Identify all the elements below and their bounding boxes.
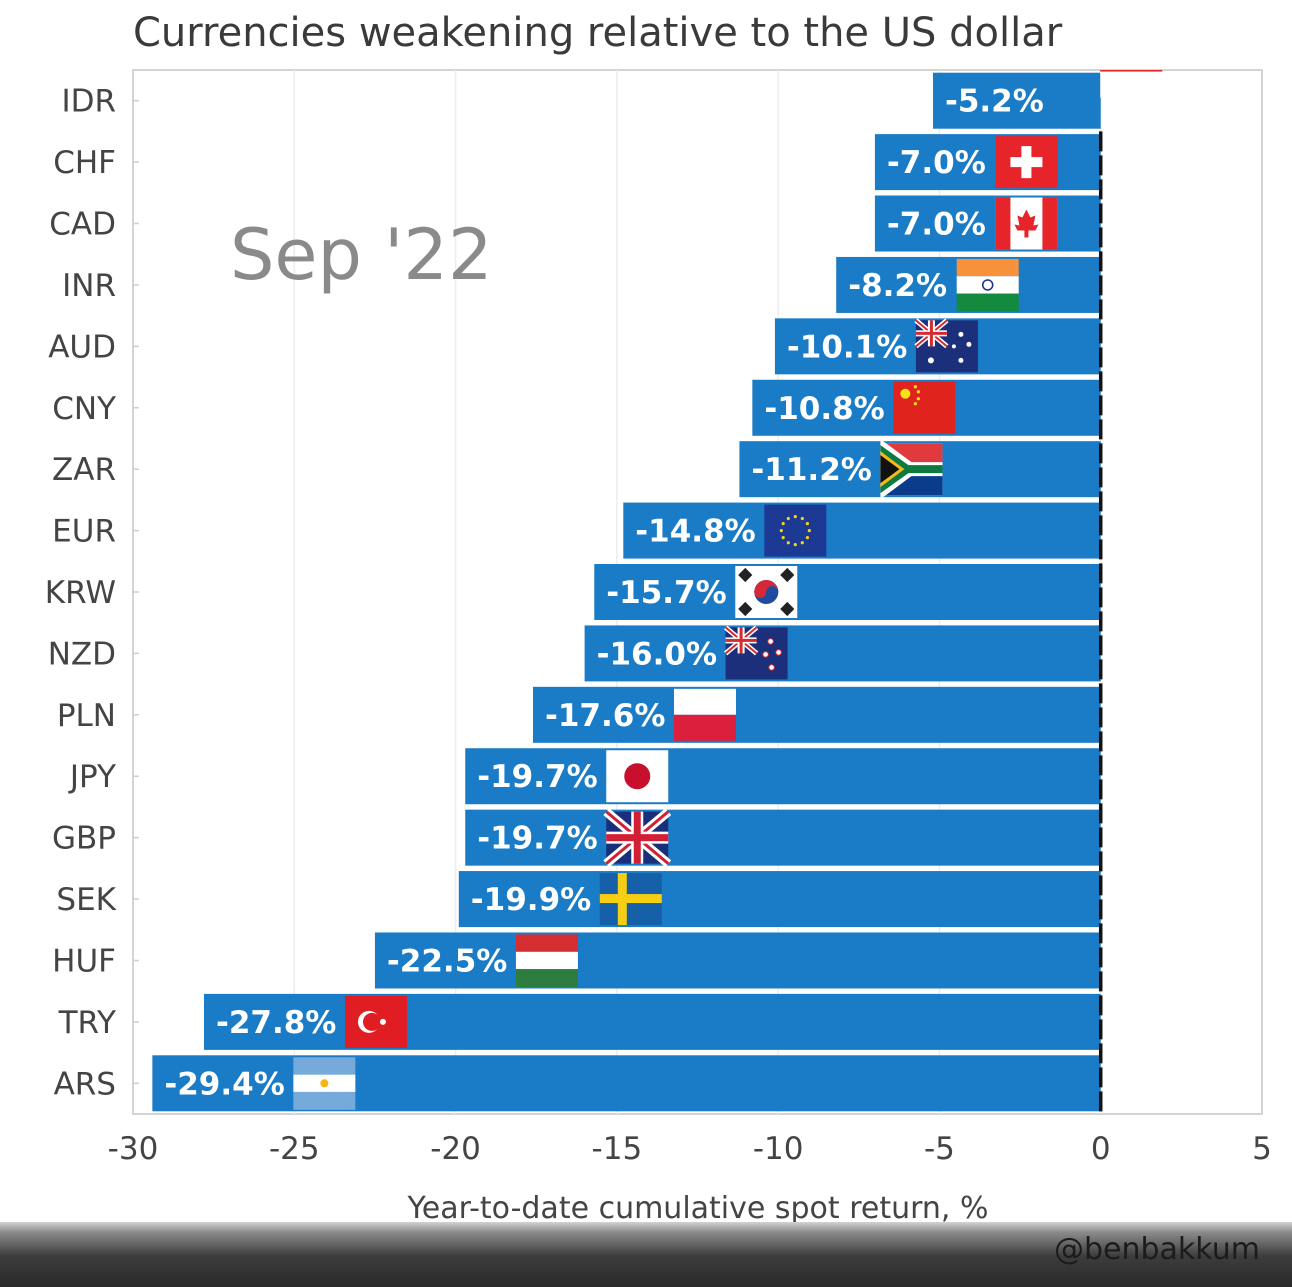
value-label-ars: -29.4% bbox=[164, 1066, 284, 1102]
bar-huf bbox=[374, 932, 1101, 989]
flag-poland-icon bbox=[673, 688, 736, 741]
category-label-try: TRY bbox=[58, 1005, 116, 1041]
x-tick-label: 5 bbox=[1252, 1131, 1272, 1167]
flag-hungary-icon bbox=[515, 934, 578, 987]
value-label-chf: -7.0% bbox=[887, 145, 986, 181]
x-tick-label: -20 bbox=[430, 1131, 481, 1167]
flag-argentina-icon bbox=[293, 1057, 356, 1110]
bar-sek bbox=[458, 871, 1101, 928]
category-label-idr: IDR bbox=[61, 84, 116, 120]
bar-cad bbox=[874, 195, 1101, 252]
flag-indonesia-wrap bbox=[1100, 70, 1163, 98]
x-tick-label: -25 bbox=[269, 1131, 320, 1167]
category-label-cad: CAD bbox=[49, 207, 116, 243]
chart-title: Currencies weakening relative to the US … bbox=[133, 10, 1063, 56]
category-label-huf: HUF bbox=[52, 943, 116, 979]
category-label-nzd: NZD bbox=[48, 636, 116, 672]
category-label-gbp: GBP bbox=[52, 821, 116, 857]
category-label-cny: CNY bbox=[52, 391, 116, 427]
x-tick-label: -5 bbox=[924, 1131, 955, 1167]
bar-pln bbox=[532, 686, 1101, 743]
flag-uk-icon bbox=[603, 808, 672, 868]
x-axis-title: Year-to-date cumulative spot return, % bbox=[406, 1191, 988, 1226]
value-label-aud: -10.1% bbox=[787, 329, 907, 365]
value-label-eur: -14.8% bbox=[635, 514, 755, 550]
credit-handle: @benbakkum bbox=[1053, 1232, 1260, 1267]
value-label-jpy: -19.7% bbox=[477, 759, 597, 795]
flag-south-korea-icon bbox=[735, 566, 798, 618]
flag-australia-icon bbox=[914, 318, 978, 373]
bar-jpy bbox=[465, 748, 1101, 805]
bar-gbp bbox=[465, 809, 1101, 866]
value-label-try: -27.8% bbox=[216, 1005, 336, 1041]
value-label-idr: -5.2% bbox=[945, 84, 1044, 120]
category-label-zar: ZAR bbox=[52, 452, 116, 488]
value-labels-group: -5.2% -7.0% -7.0% -8.2% -10.1% -10.8% -11.2% -1… bbox=[164, 84, 1043, 1103]
footer-bar: @benbakkum bbox=[0, 1222, 1292, 1287]
flag-new-zealand-icon bbox=[723, 625, 788, 680]
x-tick-label: -15 bbox=[592, 1131, 643, 1167]
category-label-aud: AUD bbox=[48, 329, 116, 365]
value-label-cny: -10.8% bbox=[764, 391, 884, 427]
value-label-zar: -11.2% bbox=[751, 452, 871, 488]
bar-krw bbox=[594, 564, 1101, 620]
category-label-jpy: JPY bbox=[68, 759, 116, 795]
bar-chf bbox=[874, 134, 1101, 191]
value-label-gbp: -19.7% bbox=[477, 821, 597, 857]
bar-try bbox=[203, 993, 1101, 1050]
x-tick-label: -10 bbox=[753, 1131, 804, 1167]
flag-eu-icon bbox=[764, 504, 827, 557]
flag-japan-icon bbox=[606, 750, 669, 803]
value-label-sek: -19.9% bbox=[471, 882, 591, 918]
category-label-chf: CHF bbox=[53, 145, 116, 181]
bar-eur bbox=[623, 502, 1101, 559]
value-label-nzd: -16.0% bbox=[597, 636, 717, 672]
value-label-cad: -7.0% bbox=[887, 207, 986, 243]
x-tick-label: -30 bbox=[108, 1131, 159, 1167]
value-label-inr: -8.2% bbox=[848, 268, 947, 304]
flag-sweden-icon bbox=[599, 873, 662, 926]
bar-idr bbox=[932, 72, 1101, 129]
x-tick-label: 0 bbox=[1091, 1131, 1111, 1167]
flag-india-icon bbox=[956, 258, 1019, 312]
category-label-inr: INR bbox=[62, 268, 116, 304]
bar-nzd bbox=[584, 625, 1101, 682]
category-labels-group: IDR CHF CAD INR AUD CNY ZAR EUR KRW NZD PLN JPY GBP S… bbox=[45, 84, 139, 1102]
flag-turkey-icon bbox=[344, 995, 407, 1048]
value-label-krw: -15.7% bbox=[606, 575, 726, 611]
bars-group bbox=[152, 72, 1101, 1112]
flag-china-icon bbox=[893, 381, 956, 434]
flag-switzerland-icon bbox=[995, 136, 1058, 189]
date-annotation: Sep '22 bbox=[230, 214, 493, 296]
flag-south-africa-icon bbox=[880, 439, 943, 500]
category-label-sek: SEK bbox=[56, 882, 116, 918]
category-label-pln: PLN bbox=[57, 698, 116, 734]
flag-indonesia-icon bbox=[1100, 70, 1163, 98]
value-label-pln: -17.6% bbox=[545, 698, 665, 734]
category-label-eur: EUR bbox=[52, 514, 116, 550]
flag-canada-icon bbox=[995, 197, 1058, 250]
category-label-krw: KRW bbox=[45, 575, 116, 611]
value-label-huf: -22.5% bbox=[387, 943, 507, 979]
flags-group bbox=[293, 70, 1163, 1110]
category-label-ars: ARS bbox=[54, 1066, 116, 1102]
x-tick-labels-group: -30 -25 -20 -15 -10 -5 0 5 bbox=[108, 1131, 1272, 1167]
